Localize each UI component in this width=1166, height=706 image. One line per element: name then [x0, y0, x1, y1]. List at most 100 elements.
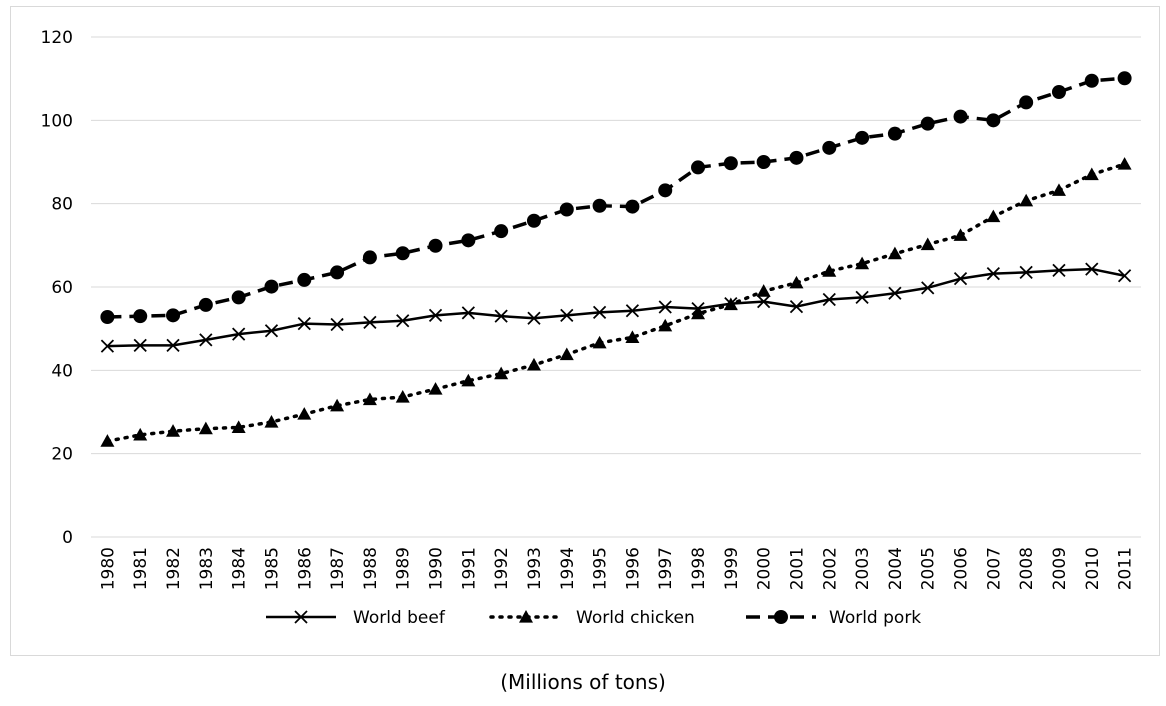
data-point [855, 130, 870, 145]
legend-marker-icon [774, 610, 788, 624]
series-lines [105, 76, 1127, 443]
data-point [658, 183, 673, 198]
x-tick-label: 1999 [722, 547, 742, 590]
legend-item: World chicken [489, 608, 695, 628]
data-point [986, 209, 1001, 223]
data-point [592, 198, 607, 213]
chart-caption: (Millions of tons) [500, 670, 666, 694]
series-line-world-pork [107, 76, 1125, 319]
x-tick-label: 2010 [1083, 547, 1103, 590]
data-point [986, 267, 1000, 281]
data-point [1085, 262, 1099, 276]
data-point [428, 382, 443, 395]
data-point [920, 116, 935, 131]
x-tick-label: 1981 [131, 547, 151, 590]
x-tick-label: 2001 [787, 547, 807, 590]
data-point [855, 256, 870, 270]
x-tick-label: 1991 [459, 547, 479, 590]
data-point [396, 314, 410, 328]
line-chart: 0 20 40 60 80 100 120 1980 1981 1982 1983 1984 1985… [41, 28, 1141, 628]
data-point [395, 390, 410, 403]
data-point [133, 338, 147, 352]
x-tick-label: 2006 [952, 547, 972, 590]
legend: World beef World chicken World pork [266, 608, 921, 628]
data-point [330, 265, 345, 280]
data-point [723, 297, 738, 311]
data-point [1019, 265, 1033, 280]
data-point [592, 335, 607, 349]
series-line-world-beef [107, 267, 1125, 348]
y-tick-label: 40 [51, 361, 73, 381]
x-tick-label: 2003 [853, 547, 873, 590]
x-tick-label: 1989 [394, 547, 414, 590]
data-point [133, 427, 148, 441]
y-tick-label: 120 [41, 28, 73, 48]
x-tick-label: 1982 [164, 547, 184, 590]
data-point [1019, 95, 1034, 110]
data-point [1117, 157, 1132, 170]
data-point [757, 294, 771, 309]
data-point [1019, 193, 1034, 207]
data-point [855, 290, 869, 305]
x-tick-label: 2009 [1050, 547, 1070, 590]
x-tick-label: 1984 [230, 547, 250, 590]
x-tick-label: 2002 [820, 547, 840, 590]
data-point [494, 366, 509, 380]
data-point [920, 237, 935, 251]
data-point [560, 308, 574, 322]
data-point [526, 213, 541, 228]
data-point [166, 424, 181, 437]
data-point [756, 284, 771, 297]
x-tick-label: 1983 [197, 547, 217, 590]
data-point [625, 199, 640, 214]
data-point [231, 290, 246, 305]
data-point [297, 317, 311, 331]
series-line-world-chicken [105, 162, 1127, 443]
x-tick-label: 1997 [656, 547, 676, 590]
data-point [362, 250, 377, 265]
data-point [953, 109, 968, 124]
data-point [133, 309, 148, 324]
y-tick-label: 100 [41, 111, 73, 131]
x-tick-label: 1990 [427, 547, 447, 590]
data-point [789, 275, 804, 289]
data-point [232, 327, 246, 341]
data-point [723, 156, 738, 171]
data-point [264, 415, 279, 428]
legend-marker-icon [294, 610, 308, 624]
data-point [822, 292, 836, 307]
data-point [362, 392, 377, 406]
x-tick-label: 1985 [262, 547, 282, 590]
x-tick-label: 1994 [558, 547, 578, 590]
data-point [1117, 71, 1132, 86]
data-point [461, 233, 476, 248]
data-point [691, 306, 706, 320]
data-point [199, 333, 213, 347]
data-point [1084, 73, 1099, 88]
data-point [428, 238, 443, 253]
data-point [559, 202, 574, 217]
x-tick-label: 1987 [328, 547, 348, 590]
data-point [494, 309, 508, 323]
data-point [625, 330, 640, 344]
data-point [953, 228, 968, 241]
y-axis-ticks: 0 20 40 60 80 100 120 [41, 28, 73, 548]
data-point [363, 315, 377, 330]
data-point [1117, 269, 1132, 283]
data-point [330, 317, 344, 332]
data-point [526, 357, 541, 371]
data-point [527, 311, 541, 325]
x-tick-label: 1986 [295, 547, 315, 590]
data-point [986, 113, 1001, 128]
data-point [691, 160, 706, 175]
data-point [888, 286, 902, 300]
x-tick-label: 2000 [755, 547, 775, 590]
data-point [625, 304, 640, 318]
data-point [297, 407, 312, 420]
legend-label: World beef [353, 608, 446, 628]
data-point [100, 310, 115, 324]
data-point [559, 347, 574, 361]
legend-item: World pork [746, 608, 921, 628]
x-tick-label: 1980 [98, 547, 118, 590]
data-point [461, 373, 476, 387]
